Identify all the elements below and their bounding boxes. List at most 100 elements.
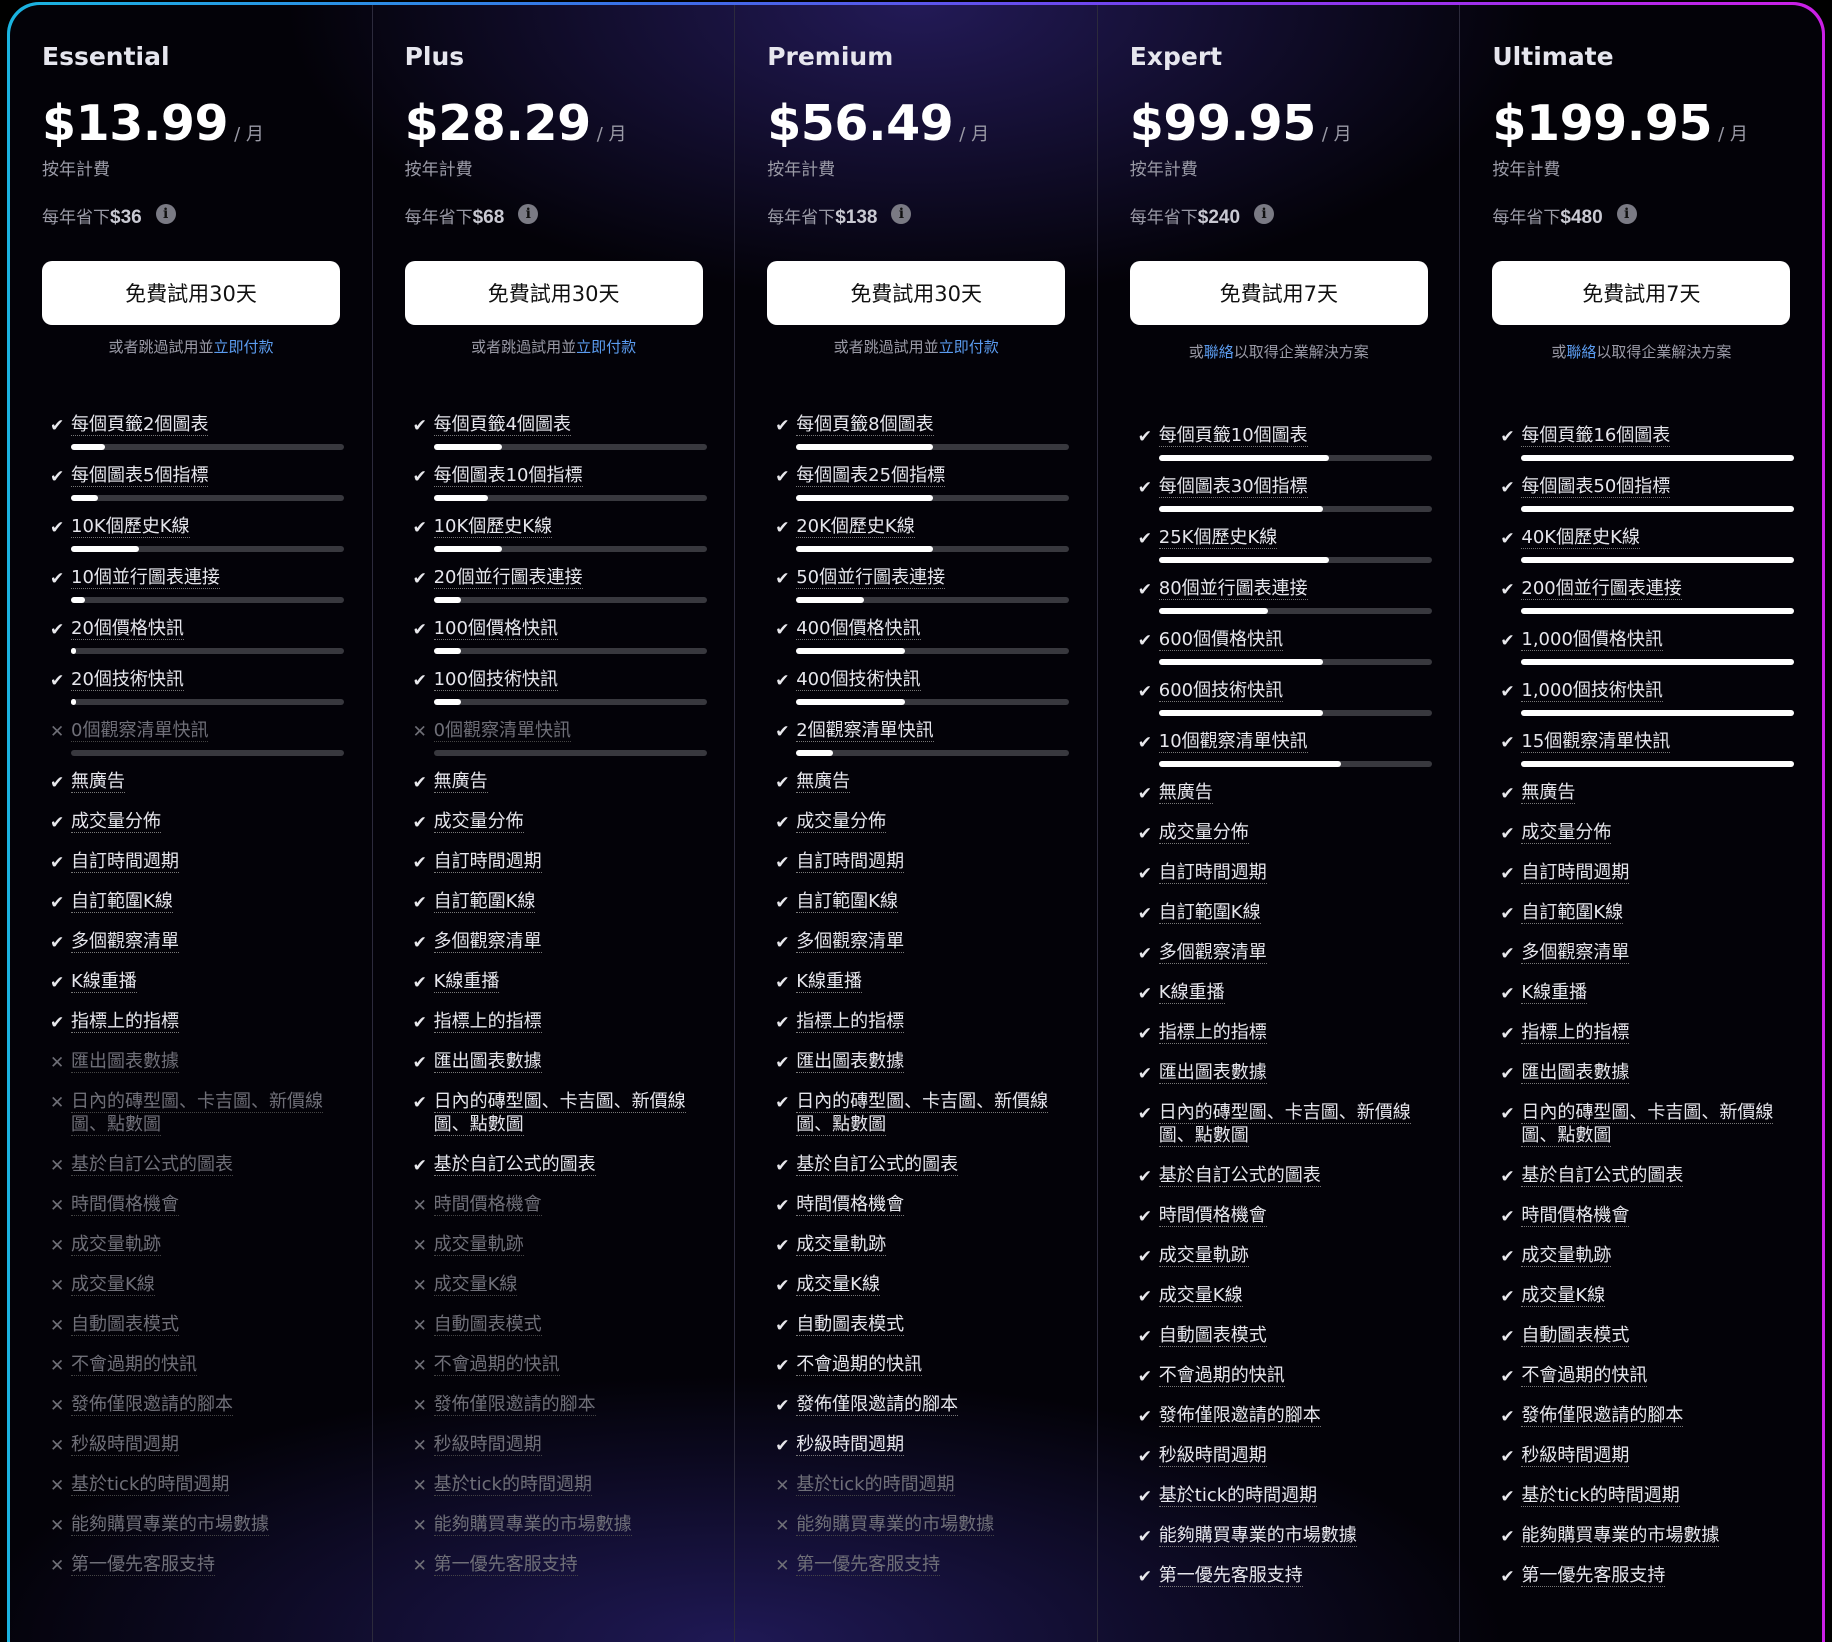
feature-label[interactable]: 第一優先客服支持 [796,1554,941,1576]
feature-label[interactable]: 自動圖表模式 [71,1314,179,1336]
feature-label[interactable]: 秒級時間週期 [433,1434,542,1456]
feature-label[interactable]: 匯出圖表數據 [433,1051,542,1073]
feature-label[interactable]: 指標上的指標 [433,1011,542,1033]
feature-label[interactable]: 40K個歷史K線 [1521,527,1640,549]
feature-label[interactable]: 成交量分佈 [796,811,887,833]
feature-label[interactable]: 100個技術快訊 [433,669,558,691]
feature-label[interactable]: 發佈僅限邀請的腳本 [1521,1405,1684,1427]
contact-link[interactable]: 聯絡 [1566,343,1597,361]
feature-label[interactable]: K線重播 [796,971,862,993]
feature-label[interactable]: 400個技術快訊 [796,669,921,691]
feature-label[interactable]: 秒級時間週期 [796,1434,905,1456]
feature-label[interactable]: 15個觀察清單快訊 [1521,731,1671,753]
feature-label[interactable]: 2個觀察清單快訊 [796,720,934,742]
feature-label[interactable]: 0個觀察清單快訊 [433,720,572,742]
feature-label[interactable]: 20K個歷史K線 [796,516,915,538]
feature-label[interactable]: 多個觀察清單 [796,931,905,953]
feature-label[interactable]: 自訂範圍K線 [71,891,173,913]
feature-label[interactable]: 發佈僅限邀請的腳本 [1158,1405,1321,1427]
feature-label[interactable]: 不會過期的快訊 [796,1354,923,1376]
free-trial-button[interactable]: 免費試用30天 [42,261,340,325]
info-icon[interactable]: i [891,204,912,224]
feature-label[interactable]: 每個頁籤10個圖表 [1158,425,1308,447]
feature-label[interactable]: 成交量K線 [71,1274,155,1296]
free-trial-button[interactable]: 免費試用30天 [767,261,1066,325]
feature-label[interactable]: 成交量K線 [1521,1285,1606,1307]
info-icon[interactable]: i [1616,204,1637,224]
feature-label[interactable]: 成交量軌跡 [433,1234,524,1256]
feature-label[interactable]: 時間價格機會 [1521,1205,1630,1227]
feature-label[interactable]: 10K個歷史K線 [433,516,553,538]
feature-label[interactable]: 20個並行圖表連接 [433,567,583,589]
feature-label[interactable]: 能夠購買專業的市場數據 [1158,1525,1357,1547]
feature-label[interactable]: 多個觀察清單 [71,931,179,953]
feature-label[interactable]: 時間價格機會 [71,1194,179,1216]
feature-label[interactable]: 成交量分佈 [1521,822,1612,844]
feature-label[interactable]: K線重播 [1158,982,1225,1004]
feature-label[interactable]: 每個圖表25個指標 [796,465,946,487]
feature-label[interactable]: 無廣告 [1521,782,1576,804]
feature-label[interactable]: 50個並行圖表連接 [796,567,946,589]
feature-label[interactable]: 能夠購買專業的市場數據 [71,1514,269,1536]
feature-label[interactable]: 成交量分佈 [1158,822,1249,844]
free-trial-button[interactable]: 免費試用7天 [1492,261,1791,325]
feature-label[interactable]: 無廣告 [796,771,851,793]
feature-label[interactable]: 無廣告 [433,771,488,793]
feature-label[interactable]: 10K個歷史K線 [71,516,190,538]
feature-label[interactable]: 秒級時間週期 [71,1434,179,1456]
feature-label[interactable]: 自訂時間週期 [796,851,905,873]
feature-label[interactable]: 日內的磚型圖、卡吉圖、新價線圖、點數圖 [796,1091,1049,1136]
feature-label[interactable]: K線重播 [433,971,500,993]
feature-label[interactable]: 80個並行圖表連接 [1158,578,1308,600]
pay-now-link[interactable]: 立即付款 [938,338,999,356]
feature-label[interactable]: 基於自訂公式的圖表 [433,1154,596,1176]
feature-label[interactable]: 指標上的指標 [1521,1022,1630,1044]
feature-label[interactable]: 不會過期的快訊 [1521,1365,1648,1387]
feature-label[interactable]: 成交量軌跡 [796,1234,887,1256]
feature-label[interactable]: 每個頁籤2個圖表 [71,414,209,436]
feature-label[interactable]: 1,000個價格快訊 [1521,629,1663,651]
feature-label[interactable]: 基於自訂公式的圖表 [796,1154,959,1176]
feature-label[interactable]: 600個技術快訊 [1158,680,1284,702]
feature-label[interactable]: 匯出圖表數據 [1521,1062,1630,1084]
feature-label[interactable]: 日內的磚型圖、卡吉圖、新價線圖、點數圖 [71,1091,323,1136]
feature-label[interactable]: 時間價格機會 [433,1194,542,1216]
feature-label[interactable]: 自訂時間週期 [433,851,542,873]
feature-label[interactable]: 日內的磚型圖、卡吉圖、新價線圖、點數圖 [433,1091,686,1136]
feature-label[interactable]: 每個頁籤8個圖表 [796,414,934,436]
feature-label[interactable]: 指標上的指標 [71,1011,179,1033]
feature-label[interactable]: 多個觀察清單 [433,931,542,953]
feature-label[interactable]: 能夠購買專業的市場數據 [1521,1525,1720,1547]
feature-label[interactable]: 發佈僅限邀請的腳本 [433,1394,596,1416]
contact-link[interactable]: 聯絡 [1203,343,1234,361]
feature-label[interactable]: 多個觀察清單 [1158,942,1267,964]
feature-label[interactable]: 自動圖表模式 [1158,1325,1267,1347]
feature-label[interactable]: 自訂時間週期 [71,851,179,873]
feature-label[interactable]: 第一優先客服支持 [1521,1565,1666,1587]
info-icon[interactable]: i [155,204,176,224]
feature-label[interactable]: 每個頁籤4個圖表 [433,414,572,436]
feature-label[interactable]: 基於自訂公式的圖表 [1521,1165,1684,1187]
feature-label[interactable]: 成交量分佈 [433,811,524,833]
feature-label[interactable]: 25K個歷史K線 [1158,527,1278,549]
free-trial-button[interactable]: 免費試用30天 [404,261,703,325]
feature-label[interactable]: 自訂範圍K線 [433,891,536,913]
feature-label[interactable]: 指標上的指標 [796,1011,905,1033]
feature-label[interactable]: 時間價格機會 [796,1194,905,1216]
feature-label[interactable]: 無廣告 [71,771,125,793]
feature-label[interactable]: 成交量軌跡 [1521,1245,1612,1267]
feature-label[interactable]: 無廣告 [1158,782,1213,804]
feature-label[interactable]: 成交量K線 [433,1274,518,1296]
feature-label[interactable]: 基於tick的時間週期 [1158,1485,1318,1507]
feature-label[interactable]: K線重播 [1521,982,1588,1004]
feature-label[interactable]: 秒級時間週期 [1521,1445,1630,1467]
feature-label[interactable]: 發佈僅限邀請的腳本 [796,1394,959,1416]
feature-label[interactable]: 每個圖表30個指標 [1158,476,1308,498]
feature-label[interactable]: 基於tick的時間週期 [796,1474,955,1496]
feature-label[interactable]: 自動圖表模式 [1521,1325,1630,1347]
feature-label[interactable]: 400個價格快訊 [796,618,921,640]
feature-label[interactable]: 第一優先客服支持 [71,1554,215,1576]
feature-label[interactable]: 日內的磚型圖、卡吉圖、新價線圖、點數圖 [1521,1102,1774,1147]
feature-label[interactable]: 匯出圖表數據 [71,1051,179,1073]
feature-label[interactable]: 自訂範圍K線 [1521,902,1624,924]
